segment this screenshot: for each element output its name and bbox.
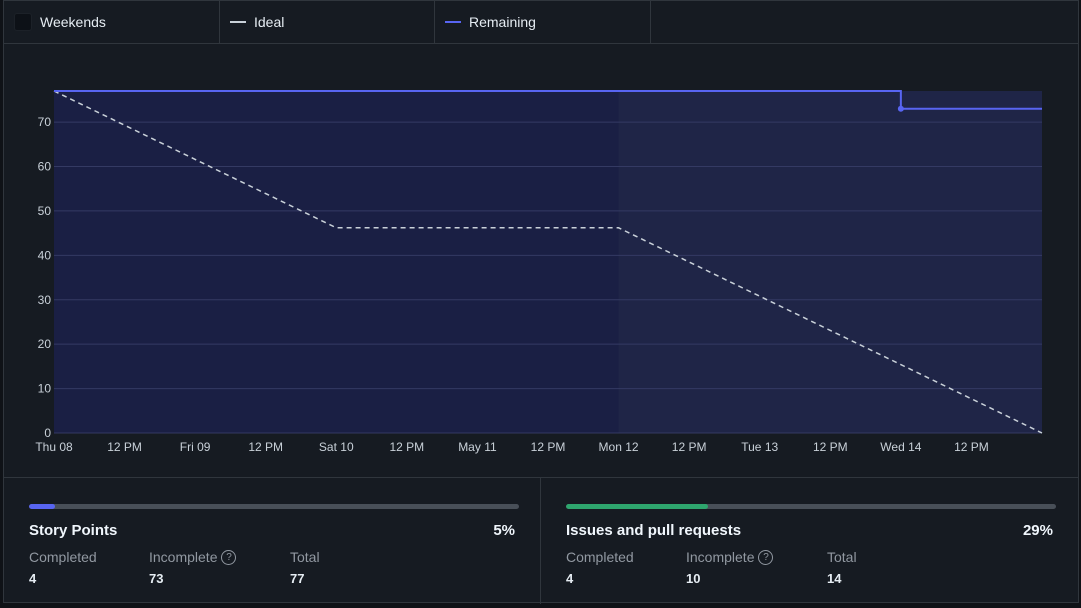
ideal-line bbox=[53, 90, 1043, 434]
total-label: Total bbox=[827, 549, 857, 565]
story-points-total: Total 77 bbox=[290, 549, 320, 586]
completed-value: 4 bbox=[566, 571, 574, 586]
incomplete-label: Incomplete bbox=[686, 549, 755, 565]
chart-svg: 0 10 20 30 40 50 60 70 Thu 08 12 PM Fri 09 12 PM Sat… bbox=[35, 90, 1043, 454]
x-tick-label: Tue 13 bbox=[741, 440, 778, 454]
y-tick-label: 20 bbox=[38, 337, 52, 351]
issues-progress-fill bbox=[566, 504, 709, 509]
ideal-swatch bbox=[230, 21, 246, 23]
help-icon[interactable]: ? bbox=[221, 549, 237, 565]
y-tick-label: 70 bbox=[38, 115, 52, 129]
y-tick-label: 40 bbox=[38, 248, 52, 262]
legend-ideal-toggle[interactable]: Ideal bbox=[220, 1, 435, 43]
story-points-progress-track bbox=[29, 504, 519, 509]
x-tick-label: May 11 bbox=[458, 440, 497, 454]
issues-panel: Issues and pull requests 29% Completed 4… bbox=[541, 478, 1078, 604]
help-icon[interactable]: ? bbox=[758, 549, 774, 565]
remaining-swatch bbox=[445, 21, 461, 23]
issues-progress-track bbox=[566, 504, 1056, 509]
weekend-band bbox=[54, 91, 619, 433]
completed-label: Completed bbox=[29, 549, 97, 565]
story-points-incomplete: Incomplete ? 73 bbox=[149, 549, 237, 586]
story-points-progress-fill bbox=[29, 504, 55, 509]
remaining-line bbox=[54, 90, 1042, 110]
total-label: Total bbox=[290, 549, 320, 565]
story-points-percent: 5% bbox=[493, 522, 515, 539]
legend-ideal-label: Ideal bbox=[254, 14, 285, 30]
y-tick-label: 50 bbox=[38, 204, 52, 218]
y-tick-label: 30 bbox=[38, 293, 52, 307]
x-tick-label: Mon 12 bbox=[599, 440, 639, 454]
weekends-swatch bbox=[14, 13, 32, 31]
y-tick-label: 60 bbox=[38, 160, 52, 174]
x-tick-label: 12 PM bbox=[248, 440, 283, 454]
x-tick-label: 12 PM bbox=[813, 440, 848, 454]
incomplete-label-row: Incomplete ? bbox=[149, 549, 237, 565]
issues-completed: Completed 4 bbox=[566, 549, 634, 586]
x-tick-label: Sat 10 bbox=[319, 440, 354, 454]
story-points-title: Story Points bbox=[29, 522, 118, 539]
stats-row: Story Points 5% Completed 4 Incomplete ?… bbox=[4, 477, 1078, 604]
y-tick-label: 0 bbox=[44, 426, 51, 440]
story-points-completed: Completed 4 bbox=[29, 549, 97, 586]
x-tick-label: 12 PM bbox=[390, 440, 425, 454]
total-value: 77 bbox=[290, 571, 305, 586]
legend-weekends-toggle[interactable]: Weekends bbox=[4, 1, 220, 43]
y-tick-label: 10 bbox=[38, 382, 52, 396]
x-tick-label: 12 PM bbox=[107, 440, 142, 454]
total-value: 14 bbox=[827, 571, 842, 586]
x-tick-label: Wed 14 bbox=[880, 440, 921, 454]
legend-remaining-toggle[interactable]: Remaining bbox=[435, 1, 651, 43]
x-tick-label: 12 PM bbox=[531, 440, 566, 454]
x-tick-label: 12 PM bbox=[954, 440, 989, 454]
incomplete-label-row: Incomplete ? bbox=[686, 549, 774, 565]
incomplete-label: Incomplete bbox=[149, 549, 218, 565]
completed-label: Completed bbox=[566, 549, 634, 565]
legend-remaining-label: Remaining bbox=[469, 14, 536, 30]
story-points-panel: Story Points 5% Completed 4 Incomplete ?… bbox=[4, 478, 541, 604]
incomplete-value: 10 bbox=[686, 571, 701, 586]
legend-weekends-label: Weekends bbox=[40, 14, 106, 30]
issues-incomplete: Incomplete ? 10 bbox=[686, 549, 774, 586]
issues-percent: 29% bbox=[1022, 522, 1053, 539]
remaining-point bbox=[897, 105, 904, 112]
x-tick-label: Thu 08 bbox=[35, 440, 73, 454]
burndown-chart: 0 10 20 30 40 50 60 70 Thu 08 12 PM Fri 09 12 PM Sat… bbox=[4, 44, 1080, 478]
incomplete-value: 73 bbox=[149, 571, 164, 586]
issues-total: Total 14 bbox=[827, 549, 857, 586]
burnup-panel: Weekends Ideal Remaining 0 10 20 30 40 50 60 70… bbox=[3, 0, 1080, 604]
completed-value: 4 bbox=[29, 571, 37, 586]
chart-legend: Weekends Ideal Remaining bbox=[4, 1, 1078, 44]
issues-title: Issues and pull requests bbox=[566, 522, 742, 539]
x-tick-label: 12 PM bbox=[672, 440, 707, 454]
x-tick-label: Fri 09 bbox=[180, 440, 211, 454]
